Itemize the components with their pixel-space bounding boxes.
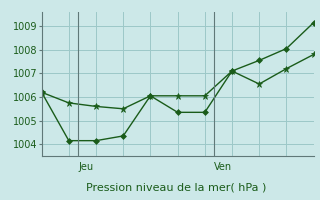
Text: Pression niveau de la mer( hPa ): Pression niveau de la mer( hPa ) (86, 182, 266, 192)
Text: Jeu: Jeu (78, 162, 93, 172)
Text: Ven: Ven (214, 162, 232, 172)
